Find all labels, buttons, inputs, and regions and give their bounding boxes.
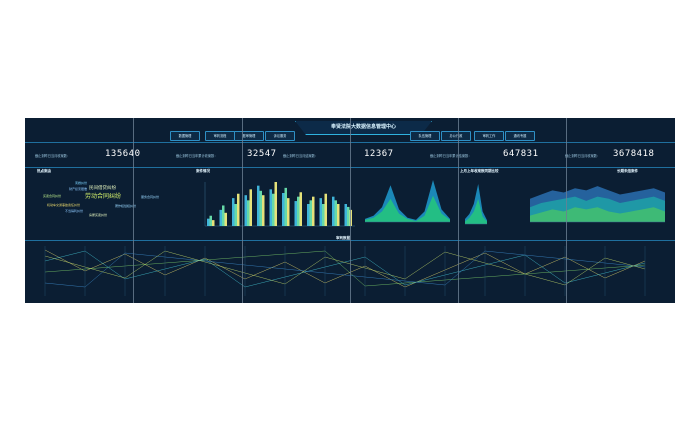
monitor-bezel xyxy=(458,118,459,303)
area-series xyxy=(530,207,665,222)
monitor-bezel xyxy=(242,118,243,303)
stat-value: 135640 xyxy=(105,149,141,159)
bar xyxy=(219,209,222,226)
bar xyxy=(284,187,287,226)
word-cloud: 离婚纠纷 财产损害赔偿 民间借贷纠纷 买卖合同纠纷 劳动合同纠纷 服务合同纠纷 … xyxy=(33,178,183,238)
bar xyxy=(244,195,247,226)
bar xyxy=(272,193,275,226)
panel-title-long-undecided: 长期未结案件 xyxy=(617,169,638,173)
bar xyxy=(269,189,272,226)
nav-button-communications[interactable]: 通讯专题 xyxy=(505,131,535,141)
stat-label: 截止到昨日当月结案数： xyxy=(283,154,319,158)
word: 机动车交通事故责任纠纷 xyxy=(47,203,81,207)
area-series xyxy=(465,199,487,224)
word: 买卖合同纠纷 xyxy=(43,194,62,198)
bar xyxy=(259,190,262,226)
flow-line xyxy=(44,250,646,286)
nav-button-data-management[interactable]: 数据管理 xyxy=(170,131,200,141)
bar xyxy=(294,201,297,226)
stat-value: 3678418 xyxy=(613,149,655,159)
bar xyxy=(249,189,252,226)
monitor-bezel xyxy=(133,118,134,303)
nav-button-litigation-service[interactable]: 诉讼服务 xyxy=(265,131,295,141)
nav-button-staff-management[interactable]: 队伍管理 xyxy=(410,131,440,141)
bar xyxy=(299,192,302,226)
word: 离婚纠纷 xyxy=(75,181,88,185)
nav-button-court-hearing[interactable]: 庭审管理 xyxy=(234,131,264,141)
bar xyxy=(232,198,235,226)
bar xyxy=(234,204,237,226)
bar xyxy=(332,196,335,226)
word: 服务合同纠纷 xyxy=(141,195,160,199)
monitor-bezel xyxy=(566,118,567,303)
stat-value: 32547 xyxy=(247,149,277,159)
bar xyxy=(334,200,337,226)
word: 不当得利纠纷 xyxy=(65,209,84,213)
stat-label: 截止到昨日当月收案数： xyxy=(35,154,71,158)
panel-title-trial-flow: 审判数据 xyxy=(336,236,350,240)
word: 著作权侵权纠纷 xyxy=(115,204,137,208)
flow-line xyxy=(44,250,646,288)
panel-title-monthly-compare: 上月上年收案数同期比较 xyxy=(460,169,499,173)
bar xyxy=(282,193,285,226)
bar xyxy=(347,206,350,226)
nav-button-administration[interactable]: 办公行政 xyxy=(441,131,471,141)
flow-line xyxy=(44,250,646,287)
bar xyxy=(237,193,240,226)
stat-value: 12367 xyxy=(364,149,394,159)
stat-value: 647831 xyxy=(503,149,539,159)
bar xyxy=(222,205,225,226)
nav-button-trial-work[interactable]: 审判工作 xyxy=(474,131,504,141)
bar xyxy=(312,196,315,226)
panel-title-hot-words: 热点案由 xyxy=(37,169,51,173)
flow-line xyxy=(44,250,646,288)
bar xyxy=(337,204,340,226)
word: 民间借贷纠纷 xyxy=(89,186,116,191)
bar xyxy=(287,198,290,226)
charts-layer xyxy=(44,180,665,296)
bar xyxy=(297,196,300,226)
area-series xyxy=(365,195,450,222)
word: 房屋买卖纠纷 xyxy=(89,213,108,217)
bar xyxy=(247,200,250,226)
video-wall-dashboard: 奉贤法院大数据信息管理中心 数据管理 审判流程 庭审管理 诉讼服务 队伍管理 办… xyxy=(25,118,675,303)
bar xyxy=(324,193,327,226)
bar xyxy=(319,198,322,226)
bar xyxy=(207,218,210,226)
bar xyxy=(274,182,277,226)
bar xyxy=(257,185,260,226)
bar xyxy=(212,220,215,226)
panel-title-case-stats: 案件情况 xyxy=(196,169,210,173)
bar xyxy=(344,204,347,226)
word: 财产损害赔偿 xyxy=(69,187,88,191)
bar xyxy=(262,195,265,226)
bar xyxy=(322,204,325,226)
stat-label: 截止到昨日当月收案数： xyxy=(565,154,601,158)
bar xyxy=(224,212,227,226)
stat-label: 截止到昨日当年累计收案数： xyxy=(176,154,218,158)
bar xyxy=(309,200,312,226)
bar xyxy=(307,204,310,226)
monitor-bezel xyxy=(350,118,351,303)
stat-label: 截止到昨日当年累计结案数： xyxy=(430,154,472,158)
word: 劳动合同纠纷 xyxy=(85,193,122,200)
bar xyxy=(209,215,212,226)
